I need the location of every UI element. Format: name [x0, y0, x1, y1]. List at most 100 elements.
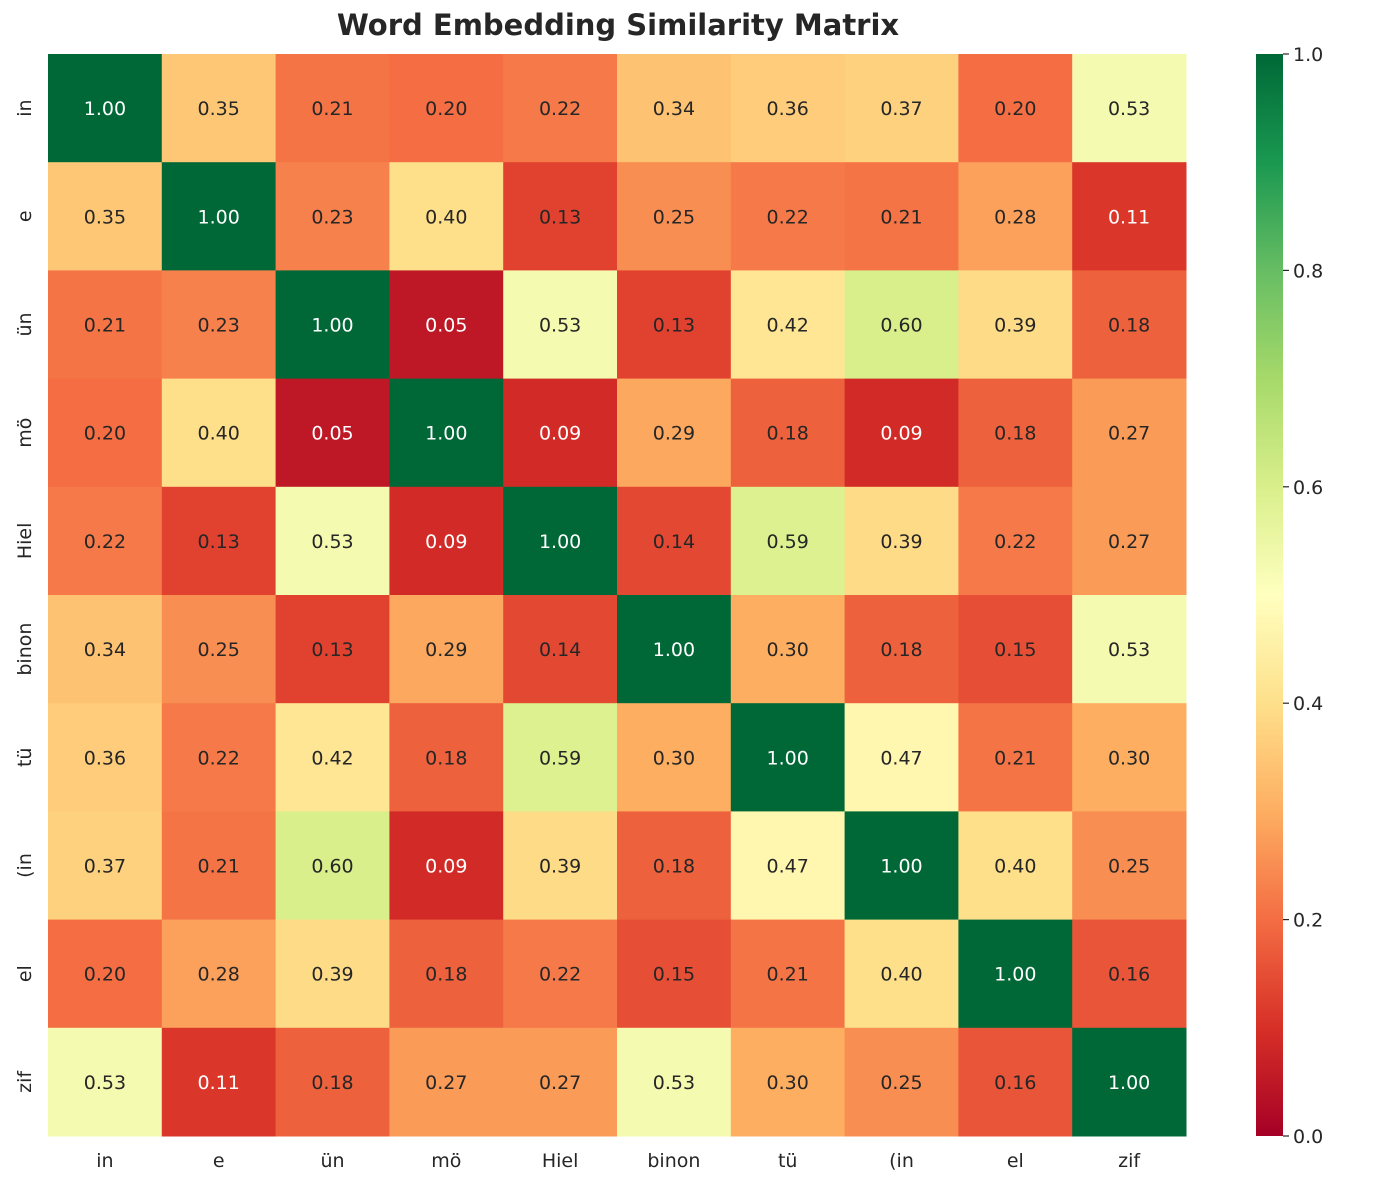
- cell-label: 0.21: [767, 964, 809, 986]
- cell-label: 0.18: [994, 423, 1036, 445]
- cell-label: 0.28: [994, 206, 1036, 228]
- heatmap-cell: [161, 811, 277, 921]
- heatmap-cell: [617, 486, 732, 596]
- heatmap-cell: [48, 811, 163, 921]
- heatmap-cell: [958, 378, 1073, 488]
- cell-label: 0.18: [425, 964, 467, 986]
- heatmap-cell: [844, 811, 959, 921]
- cell-label: 0.18: [767, 423, 809, 445]
- heatmap-cell: [161, 703, 277, 812]
- cell-label: 0.35: [84, 206, 126, 228]
- heatmap-cell: [617, 811, 732, 921]
- cell-label: 0.30: [653, 747, 695, 769]
- heatmap-cell: [503, 811, 618, 921]
- heatmap-cell: [275, 919, 390, 1029]
- heatmap-cell: [389, 378, 504, 488]
- heatmap-cell: [958, 486, 1073, 596]
- cell-label: 0.18: [311, 1072, 353, 1094]
- cell-label: 0.59: [767, 531, 809, 553]
- heatmap-cell: [275, 703, 390, 812]
- heatmap-cell: [161, 378, 277, 488]
- cell-label: 0.53: [539, 315, 581, 337]
- cell-label: 0.11: [198, 1072, 240, 1094]
- heatmap-cell: [503, 162, 618, 271]
- x-tick-label: Hiel: [542, 1150, 579, 1172]
- cell-label: 0.09: [425, 531, 467, 553]
- heatmap-cell: [1072, 919, 1187, 1029]
- x-tick-label: el: [1007, 1150, 1024, 1172]
- heatmap-cell: [958, 595, 1073, 704]
- cell-label: 0.27: [1108, 531, 1150, 553]
- heatmap-cell: [275, 595, 390, 704]
- cell-label: 0.23: [198, 315, 240, 337]
- colorbar-tick-label: 0.0: [1293, 1126, 1323, 1148]
- y-tick-label: zif: [14, 1070, 36, 1093]
- heatmap-cell: [389, 919, 504, 1029]
- heatmap-cell: [730, 486, 846, 596]
- y-tick-label: ün: [14, 312, 36, 336]
- heatmap-cell: [617, 595, 732, 704]
- heatmap-cell: [958, 811, 1073, 921]
- heatmap-cell: [503, 378, 618, 488]
- cell-label: 0.27: [1108, 423, 1150, 445]
- heatmap-cell: [730, 595, 846, 704]
- cell-label: 0.53: [1108, 639, 1150, 661]
- cell-label: 0.30: [1108, 747, 1150, 769]
- heatmap-cell: [844, 703, 959, 812]
- heatmap-cell: [161, 595, 277, 704]
- cell-label: 0.25: [1108, 856, 1150, 878]
- cell-label: 0.16: [1108, 964, 1150, 986]
- y-tick-label: Hiel: [14, 523, 36, 560]
- cell-label: 0.09: [425, 856, 467, 878]
- cell-label: 0.60: [311, 856, 353, 878]
- heatmap-cell: [617, 919, 732, 1029]
- cell-label: 0.25: [880, 1072, 922, 1094]
- cell-label: 0.20: [425, 98, 467, 120]
- heatmap-cell: [48, 270, 163, 380]
- cell-label: 1.00: [880, 856, 922, 878]
- heatmap-cell: [48, 54, 163, 163]
- heatmap-cell: [844, 270, 959, 380]
- heatmap-cell: [958, 703, 1073, 812]
- cell-label: 1.00: [198, 206, 240, 228]
- cell-label: 0.21: [880, 206, 922, 228]
- heatmap-cell: [161, 54, 277, 163]
- heatmap-cell: [617, 54, 732, 163]
- cell-label: 0.18: [1108, 315, 1150, 337]
- heatmap-cell: [1072, 1027, 1187, 1137]
- heatmap-cell: [389, 270, 504, 380]
- cell-label: 0.36: [767, 98, 809, 120]
- heatmap-cell: [275, 486, 390, 596]
- cell-label: 0.20: [994, 98, 1036, 120]
- heatmap-cell: [275, 270, 390, 380]
- x-tick-label: binon: [647, 1150, 700, 1172]
- cell-label: 0.39: [880, 531, 922, 553]
- cell-label: 0.05: [311, 423, 353, 445]
- cell-label: 0.22: [539, 964, 581, 986]
- heatmap-cell: [844, 378, 959, 488]
- y-tick-label: mö: [14, 418, 36, 448]
- heatmap-cell: [389, 595, 504, 704]
- cell-label: 0.35: [198, 98, 240, 120]
- cell-label: 0.53: [311, 531, 353, 553]
- cell-label: 0.13: [198, 531, 240, 553]
- heatmap-cell: [503, 486, 618, 596]
- x-tick-label: (in: [889, 1150, 914, 1172]
- cell-label: 0.22: [539, 98, 581, 120]
- cell-label: 0.14: [653, 531, 695, 553]
- cell-label: 1.00: [994, 964, 1036, 986]
- heatmap-cell: [48, 919, 163, 1029]
- heatmap-cell: [617, 270, 732, 380]
- heatmap-cell: [617, 1027, 732, 1137]
- x-tick-label: mö: [431, 1150, 461, 1172]
- y-tick-label: e: [14, 210, 36, 222]
- heatmap-cell: [730, 919, 846, 1029]
- heatmap-cell: [730, 54, 846, 163]
- heatmap-cell: [275, 378, 390, 488]
- cell-label: 0.15: [653, 964, 695, 986]
- heatmap-cell: [389, 486, 504, 596]
- heatmap-cell: [389, 162, 504, 271]
- cell-label: 0.37: [880, 98, 922, 120]
- heatmap-cell: [275, 54, 390, 163]
